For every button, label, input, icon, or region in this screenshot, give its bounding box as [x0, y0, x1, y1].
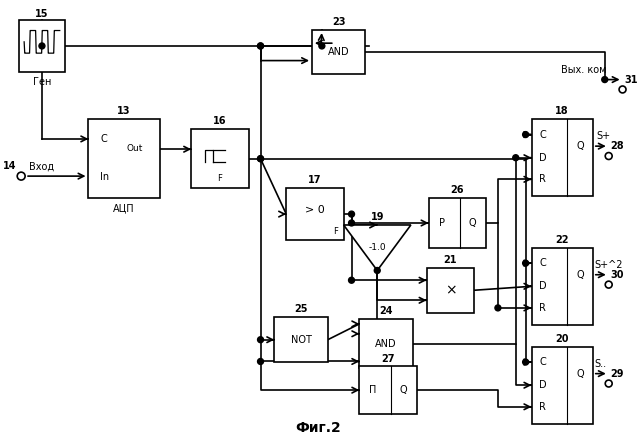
Text: 20: 20: [556, 334, 569, 344]
Text: Вход: Вход: [29, 161, 54, 171]
Circle shape: [374, 267, 380, 273]
Bar: [360, 366, 417, 414]
Text: AND: AND: [375, 339, 397, 349]
Bar: [429, 198, 486, 248]
Bar: [532, 119, 593, 196]
Text: D: D: [540, 380, 547, 390]
Text: R: R: [540, 303, 547, 313]
Text: > 0: > 0: [305, 205, 325, 215]
Text: Фиг.2: Фиг.2: [295, 421, 340, 435]
Text: C: C: [540, 129, 546, 140]
Bar: [312, 30, 365, 73]
Bar: [427, 267, 474, 313]
Bar: [286, 188, 344, 240]
Circle shape: [257, 359, 264, 364]
Circle shape: [495, 305, 501, 311]
Text: C: C: [540, 357, 546, 367]
Text: 23: 23: [332, 17, 346, 27]
Text: Вых. ком: Вых. ком: [561, 65, 607, 75]
Circle shape: [257, 43, 264, 49]
Text: -1.0: -1.0: [369, 243, 386, 252]
Circle shape: [349, 220, 355, 226]
Text: P: P: [438, 218, 445, 228]
Text: 21: 21: [444, 255, 457, 265]
Bar: [88, 119, 159, 198]
Text: C: C: [100, 134, 107, 144]
Text: 13: 13: [117, 106, 131, 116]
Text: D: D: [540, 281, 547, 291]
Text: S..: S..: [595, 359, 607, 369]
Bar: [191, 129, 249, 188]
Text: Q: Q: [577, 368, 584, 379]
Text: NOT: NOT: [291, 335, 312, 345]
Bar: [19, 20, 65, 72]
Text: 30: 30: [611, 270, 624, 280]
Bar: [275, 317, 328, 363]
Text: S+: S+: [597, 131, 611, 141]
Circle shape: [602, 77, 608, 82]
Text: 31: 31: [625, 75, 638, 85]
Text: Q: Q: [577, 270, 584, 280]
Text: 16: 16: [213, 116, 227, 126]
Polygon shape: [344, 225, 411, 271]
Text: F: F: [333, 227, 338, 236]
Circle shape: [523, 260, 529, 266]
Text: 28: 28: [611, 141, 624, 151]
Text: АЦП: АЦП: [113, 203, 135, 213]
Text: 18: 18: [556, 106, 569, 116]
Bar: [532, 347, 593, 424]
Text: R: R: [540, 402, 547, 412]
Text: 14: 14: [3, 161, 16, 171]
Text: 24: 24: [380, 306, 393, 316]
Text: F: F: [217, 174, 221, 183]
Text: 22: 22: [556, 235, 569, 245]
Circle shape: [257, 156, 264, 162]
Text: Q: Q: [577, 141, 584, 151]
Text: Out: Out: [127, 144, 143, 154]
Text: D: D: [540, 153, 547, 163]
Circle shape: [39, 43, 45, 49]
Text: Q: Q: [468, 218, 476, 228]
Circle shape: [257, 43, 264, 49]
Text: 19: 19: [371, 212, 384, 222]
Text: ×: ×: [445, 283, 456, 297]
Circle shape: [319, 43, 325, 49]
Circle shape: [257, 156, 264, 162]
Text: S+^2: S+^2: [595, 260, 623, 270]
Text: 17: 17: [308, 175, 322, 186]
Bar: [532, 248, 593, 325]
Text: 27: 27: [381, 353, 395, 364]
Circle shape: [349, 277, 355, 283]
Text: Q: Q: [399, 385, 407, 395]
Circle shape: [257, 337, 264, 343]
Text: 15: 15: [35, 9, 49, 19]
Text: 25: 25: [294, 304, 308, 314]
Text: 29: 29: [611, 368, 624, 379]
Circle shape: [523, 359, 529, 365]
Circle shape: [349, 211, 355, 217]
Text: 26: 26: [451, 186, 464, 195]
Circle shape: [523, 132, 529, 138]
Text: Ген: Ген: [33, 77, 51, 87]
Circle shape: [513, 155, 518, 161]
Text: П: П: [369, 385, 377, 395]
Text: R: R: [540, 174, 547, 184]
Text: C: C: [540, 258, 546, 268]
Text: In: In: [100, 171, 109, 182]
Bar: [360, 319, 413, 368]
Text: AND: AND: [328, 47, 349, 57]
